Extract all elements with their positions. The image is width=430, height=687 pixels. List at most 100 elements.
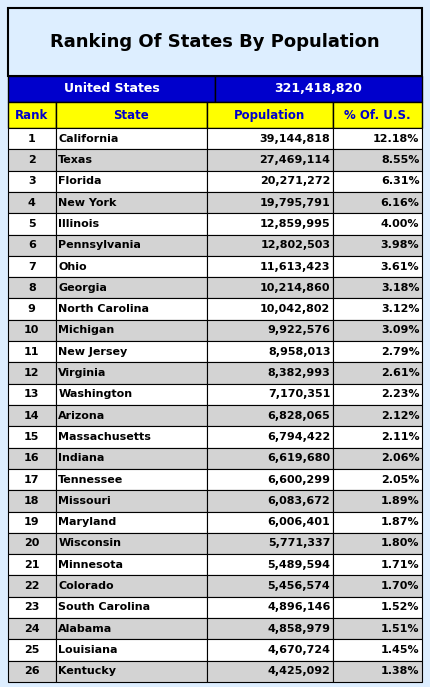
Text: Minnesota: Minnesota [58,560,123,570]
Text: Tennessee: Tennessee [58,475,123,484]
Text: 7,170,351: 7,170,351 [268,390,330,399]
Text: 14: 14 [24,411,40,420]
Text: Louisiana: Louisiana [58,645,118,655]
Text: 1.70%: 1.70% [381,581,419,591]
Text: 5,456,574: 5,456,574 [267,581,330,591]
Text: Pennsylvania: Pennsylvania [58,240,141,250]
Text: 6: 6 [28,240,36,250]
Bar [8,170,55,192]
Text: 1: 1 [28,134,36,144]
Text: 2.11%: 2.11% [381,432,419,442]
Text: Indiana: Indiana [58,453,104,463]
Text: South Carolina: South Carolina [58,602,150,612]
Bar [8,341,55,362]
Text: % Of. U.S.: % Of. U.S. [344,109,411,122]
Text: 10: 10 [24,326,40,335]
Bar [207,128,333,149]
Text: 12: 12 [24,368,40,378]
Bar [8,597,55,618]
Text: Population: Population [234,109,305,122]
Bar [207,448,333,469]
Text: 2.23%: 2.23% [381,390,419,399]
Text: Arizona: Arizona [58,411,105,420]
Bar [207,319,333,341]
Text: 13: 13 [24,390,40,399]
Bar [207,405,333,427]
Text: Ranking Of States By Population: Ranking Of States By Population [50,33,380,51]
Bar [8,102,55,128]
Bar [333,149,422,170]
Bar [333,298,422,319]
Text: 25: 25 [24,645,40,655]
Text: 6,600,299: 6,600,299 [267,475,330,484]
Text: Maryland: Maryland [58,517,117,527]
Bar [207,102,333,128]
Text: 23: 23 [24,602,40,612]
Bar [215,76,422,102]
Bar [55,512,207,533]
Bar [333,384,422,405]
Bar [207,341,333,362]
Bar [8,640,55,661]
Text: 3.98%: 3.98% [381,240,419,250]
Bar [55,298,207,319]
Text: 1.89%: 1.89% [381,496,419,506]
Text: 7: 7 [28,262,36,271]
Text: Wisconsin: Wisconsin [58,539,121,548]
Bar [55,192,207,213]
Text: 5,489,594: 5,489,594 [267,560,330,570]
Text: 39,144,818: 39,144,818 [260,134,330,144]
Text: 6,828,065: 6,828,065 [267,411,330,420]
Text: 11,613,423: 11,613,423 [260,262,330,271]
Text: 17: 17 [24,475,40,484]
Text: Texas: Texas [58,155,93,165]
Bar [207,661,333,682]
Text: 3.18%: 3.18% [381,283,419,293]
Text: 4: 4 [28,198,36,207]
Text: 11: 11 [24,347,40,357]
Text: Florida: Florida [58,177,101,186]
Text: 9,922,576: 9,922,576 [267,326,330,335]
Text: 6.31%: 6.31% [381,177,419,186]
Text: 4.00%: 4.00% [381,219,419,229]
Text: 6,006,401: 6,006,401 [267,517,330,527]
Text: 15: 15 [24,432,40,442]
Bar [333,618,422,640]
Bar [333,319,422,341]
Bar [8,384,55,405]
Text: 3: 3 [28,177,36,186]
Bar [207,597,333,618]
Text: 1.80%: 1.80% [381,539,419,548]
Bar [55,618,207,640]
Bar [207,213,333,234]
Text: New York: New York [58,198,117,207]
Bar [8,128,55,149]
Text: Alabama: Alabama [58,624,112,633]
Bar [207,469,333,491]
Text: Washington: Washington [58,390,132,399]
Text: 1.45%: 1.45% [381,645,419,655]
Bar [8,512,55,533]
Bar [207,618,333,640]
Text: 2.12%: 2.12% [381,411,419,420]
Text: Illinois: Illinois [58,219,99,229]
Bar [207,576,333,597]
Bar [333,277,422,298]
Bar [333,448,422,469]
Text: 4,670,724: 4,670,724 [267,645,330,655]
Bar [333,341,422,362]
Text: 3.09%: 3.09% [381,326,419,335]
Bar [55,128,207,149]
Text: North Carolina: North Carolina [58,304,149,314]
Bar [55,448,207,469]
Bar [8,427,55,448]
Bar [207,298,333,319]
Text: 8: 8 [28,283,36,293]
Text: 4,425,092: 4,425,092 [267,666,330,676]
Text: Georgia: Georgia [58,283,107,293]
Bar [8,76,215,102]
Bar [55,256,207,277]
Text: 12,859,995: 12,859,995 [260,219,330,229]
Bar [333,512,422,533]
Bar [333,192,422,213]
